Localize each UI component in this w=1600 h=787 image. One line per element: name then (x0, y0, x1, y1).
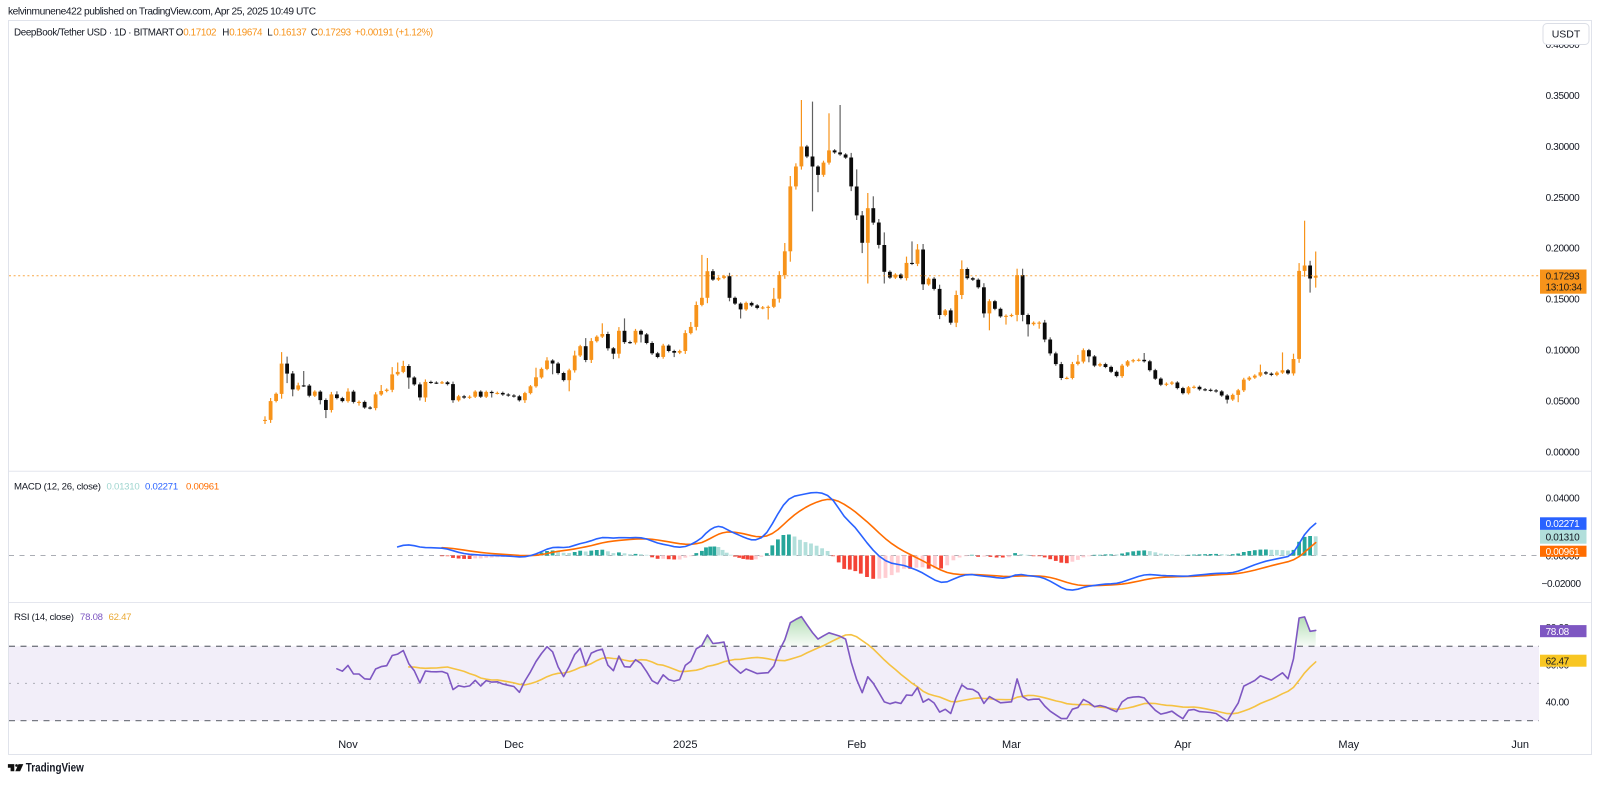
svg-text:0.00961: 0.00961 (186, 482, 219, 493)
svg-text:MACD (12, 26, close): MACD (12, 26, close) (14, 482, 101, 493)
svg-text:Nov: Nov (338, 739, 358, 751)
svg-text:RSI (14, close): RSI (14, close) (14, 612, 74, 623)
svg-text:Mar: Mar (1002, 739, 1021, 751)
svg-text:2025: 2025 (673, 739, 697, 751)
svg-text:Apr: Apr (1174, 739, 1191, 751)
svg-text:62.47: 62.47 (1546, 656, 1570, 667)
svg-text:78.08: 78.08 (1546, 627, 1570, 638)
svg-text:May: May (1338, 739, 1359, 751)
svg-text:0.30000: 0.30000 (1546, 142, 1580, 153)
svg-text:0.05000: 0.05000 (1546, 397, 1580, 408)
svg-text:0.01310: 0.01310 (107, 482, 140, 493)
svg-text:0.20000: 0.20000 (1546, 244, 1580, 255)
svg-text:0.16137: 0.16137 (273, 28, 306, 39)
svg-text:C: C (311, 28, 318, 39)
svg-text:0.04000: 0.04000 (1546, 494, 1580, 505)
svg-text:62.47: 62.47 (109, 612, 132, 623)
svg-text:Dec: Dec (504, 739, 524, 751)
svg-text:78.08: 78.08 (80, 612, 103, 623)
svg-text:0.02271: 0.02271 (145, 482, 178, 493)
svg-text:−0.02000: −0.02000 (1542, 579, 1582, 590)
svg-text:Jun: Jun (1511, 739, 1529, 751)
svg-text:0.00000: 0.00000 (1546, 448, 1580, 459)
svg-text:0.17293: 0.17293 (1546, 272, 1580, 283)
svg-text:0.35000: 0.35000 (1546, 91, 1580, 102)
svg-text:L: L (267, 28, 273, 39)
svg-text:0.15000: 0.15000 (1546, 295, 1580, 306)
svg-text:kelvinmunene422 published on T: kelvinmunene422 published on TradingView… (8, 7, 316, 18)
svg-text:0.19674: 0.19674 (229, 28, 263, 39)
svg-text:TradingView: TradingView (26, 762, 85, 775)
svg-text:0.25000: 0.25000 (1546, 193, 1580, 204)
svg-text:0.02271: 0.02271 (1546, 519, 1580, 530)
svg-text:40.00: 40.00 (1546, 698, 1570, 709)
svg-text:H: H (222, 28, 229, 39)
svg-text:0.10000: 0.10000 (1546, 346, 1580, 357)
svg-text:0.01310: 0.01310 (1546, 532, 1580, 543)
svg-text:0.40000: 0.40000 (1546, 40, 1580, 51)
svg-text:O: O (176, 28, 184, 39)
svg-text:0.00000: 0.00000 (1546, 552, 1580, 563)
svg-text:+0.00191 (+1.12%): +0.00191 (+1.12%) (355, 28, 433, 39)
svg-text:0.00961: 0.00961 (1546, 547, 1580, 558)
svg-text:13:10:34: 13:10:34 (1546, 283, 1583, 294)
svg-text:0.17293: 0.17293 (318, 28, 352, 39)
svg-text:Feb: Feb (847, 739, 866, 751)
svg-text:DeepBook/Tether USD · 1D · BIT: DeepBook/Tether USD · 1D · BITMART (14, 28, 174, 39)
svg-text:USDT: USDT (1552, 29, 1581, 41)
svg-text:0.17102: 0.17102 (183, 28, 216, 39)
